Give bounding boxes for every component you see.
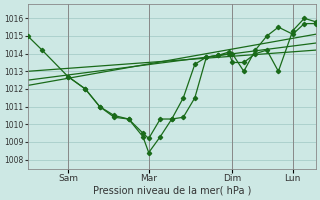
X-axis label: Pression niveau de la mer( hPa ): Pression niveau de la mer( hPa ): [92, 186, 251, 196]
